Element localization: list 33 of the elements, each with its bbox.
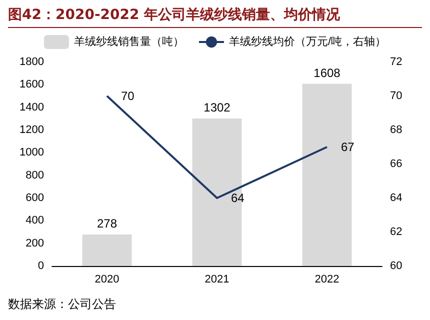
y2-tick-label: 68 — [390, 124, 402, 136]
data-label: 67 — [341, 140, 355, 154]
y-tick-label: 800 — [26, 169, 44, 182]
data-label: 1608 — [314, 66, 341, 80]
y2-tick-label: 62 — [390, 226, 402, 238]
y-tick-label: 1200 — [20, 124, 44, 136]
legend-label: 羊绒纱线销售量（吨） — [74, 35, 184, 48]
bar — [82, 234, 132, 266]
y2-tick-label: 60 — [390, 260, 402, 272]
x-tick-label: 2022 — [314, 274, 340, 286]
y-tick-label: 200 — [26, 237, 44, 250]
chart-title: 图42：2020-2022 年公司羊绒纱线销量、均价情况 — [8, 6, 422, 28]
y2-tick-label: 70 — [390, 90, 402, 102]
y-tick-label: 600 — [26, 192, 44, 204]
y2-tick-label: 72 — [390, 56, 402, 68]
y-tick-label: 1600 — [20, 78, 44, 91]
bar — [192, 118, 242, 266]
bar — [302, 84, 352, 266]
data-label: 70 — [121, 89, 135, 103]
y-tick-label: 1800 — [20, 56, 44, 68]
y-tick-label: 400 — [26, 214, 44, 227]
data-label: 1302 — [204, 100, 231, 114]
source-note: 数据来源：公司公告 — [8, 296, 116, 313]
y2-tick-label: 64 — [390, 192, 402, 204]
data-label: 278 — [96, 216, 118, 230]
y-tick-label: 0 — [38, 260, 44, 272]
x-tick-label: 2020 — [94, 274, 120, 286]
legend-label: 羊绒纱线均价（万元/吨，右轴） — [228, 35, 386, 48]
y-tick-label: 1400 — [20, 101, 44, 114]
y-tick-label: 1000 — [20, 146, 44, 159]
data-label: 64 — [231, 191, 245, 205]
x-tick-label: 2021 — [204, 274, 230, 286]
y2-tick-label: 66 — [390, 158, 402, 170]
